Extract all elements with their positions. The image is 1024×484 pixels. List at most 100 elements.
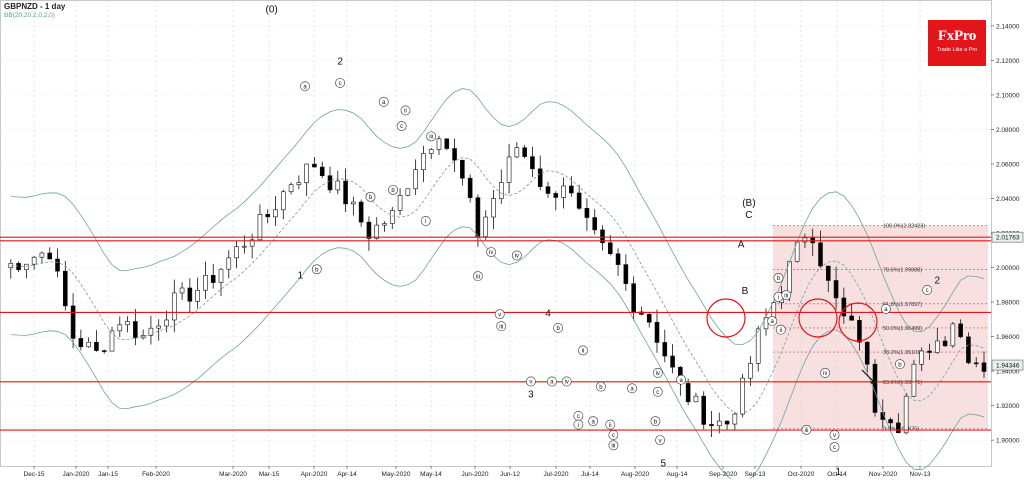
candle-body	[382, 223, 387, 226]
candle-body	[942, 340, 948, 347]
wave-label: iii	[804, 428, 808, 434]
candle-body	[343, 180, 348, 205]
wave-label: c	[339, 81, 342, 87]
wave-label: i	[778, 295, 779, 301]
candle-body	[483, 216, 489, 237]
wave-label: iii	[429, 135, 433, 141]
x-tick-label: Aug-2020	[621, 471, 650, 478]
x-tick-label: Mar-2020	[219, 471, 247, 478]
bb-middle-band	[10, 157, 985, 415]
candle-body	[47, 252, 53, 260]
wave-label: v	[498, 312, 501, 318]
candle-body	[389, 210, 395, 224]
wave-label: b	[391, 188, 395, 194]
wave-label: (B)	[742, 198, 755, 209]
resistance-circle	[798, 298, 838, 338]
candle-body	[164, 319, 169, 327]
wave-label: b	[599, 385, 603, 391]
candle-body	[397, 195, 403, 211]
wave-label: 2	[337, 56, 343, 67]
wave-label: b	[556, 326, 560, 332]
wave-label-circle	[605, 419, 616, 430]
candle-body	[55, 258, 60, 272]
y-tick-label: 2.04000	[996, 196, 1020, 203]
candle-body	[319, 166, 325, 176]
candle-body	[296, 182, 302, 186]
wave-label: iii	[476, 274, 480, 280]
y-tick-label: 2.00000	[996, 265, 1020, 272]
wave-label-circle	[922, 285, 933, 295]
candle-body	[335, 180, 341, 191]
y-tick-label: 1.90000	[996, 438, 1020, 445]
candle-body	[888, 419, 893, 424]
wave-label-circle	[496, 321, 507, 332]
wave-label: 2	[935, 276, 941, 287]
candle-body	[280, 191, 286, 211]
candle-body	[242, 245, 247, 248]
wave-label: c	[400, 124, 403, 130]
candle-body	[156, 325, 162, 329]
wave-label-circle	[773, 272, 784, 283]
wave-label: b	[777, 276, 781, 282]
x-tick-label: Jun-12	[500, 471, 520, 478]
candle-body	[351, 201, 356, 205]
candle-body	[70, 305, 76, 339]
chart-title: GBPNZD - 1 day	[4, 2, 66, 11]
candle-body	[911, 363, 917, 397]
x-tick-label: Feb-2020	[142, 471, 170, 478]
wave-label: 5	[660, 459, 666, 470]
candle-body	[62, 270, 68, 307]
candle-body	[927, 350, 932, 353]
wave-label-circle	[400, 105, 411, 116]
wave-label-circle	[311, 264, 322, 275]
candle-body	[561, 185, 566, 198]
plot-frame	[0, 0, 992, 467]
candle-body	[312, 163, 317, 168]
forecast-arrowhead	[870, 378, 877, 385]
wave-label: a	[382, 100, 386, 106]
wave-label-circle	[627, 383, 637, 394]
wave-label: a	[550, 380, 554, 386]
wave-label-circle	[473, 271, 483, 282]
x-tick-label: Oct-14	[827, 471, 847, 478]
wave-label-circle	[396, 121, 407, 131]
candle-body	[981, 362, 987, 372]
candle-body	[234, 246, 239, 259]
candle-body	[374, 224, 380, 239]
candle-body	[966, 336, 971, 364]
wave-label-circle	[525, 376, 536, 387]
wave-label: i	[425, 219, 426, 225]
wave-label-circle	[378, 96, 389, 107]
candle-body	[646, 314, 652, 323]
wave-label-circle	[652, 386, 663, 397]
x-tick-label: May-14	[420, 471, 442, 478]
candle-body	[748, 363, 753, 379]
y-tick-label: 1.96000	[996, 334, 1020, 341]
candle-body	[864, 341, 870, 365]
wave-label: iv	[515, 254, 519, 260]
wave-label-circle	[801, 424, 812, 435]
candle-body	[522, 147, 527, 157]
fib-label: 78.6%(1.99888)	[883, 267, 922, 273]
candle-body	[973, 362, 979, 365]
y-tick-label: 2.14000	[996, 23, 1020, 30]
wave-label-circle	[494, 309, 505, 320]
candle-body	[405, 188, 411, 196]
wave-label: ii	[582, 349, 585, 355]
candle-body	[78, 338, 84, 348]
fxpro-logo: FxPro Trade Like a Pro	[928, 20, 986, 66]
candle-body	[833, 280, 839, 299]
candle-body	[693, 395, 699, 403]
candle-body	[288, 184, 294, 193]
x-tick-label: Mar-15	[259, 471, 280, 478]
candle-body	[569, 185, 574, 194]
wave-label: a	[591, 419, 595, 425]
candle-body	[358, 201, 364, 223]
wave-label: ii	[609, 423, 612, 429]
wave-label: c	[612, 433, 615, 439]
indicator-label: BB(20,20,2,0,2,0)	[4, 12, 55, 19]
candle-body	[491, 198, 496, 218]
candle-body	[545, 186, 551, 194]
candle-body	[109, 330, 115, 352]
